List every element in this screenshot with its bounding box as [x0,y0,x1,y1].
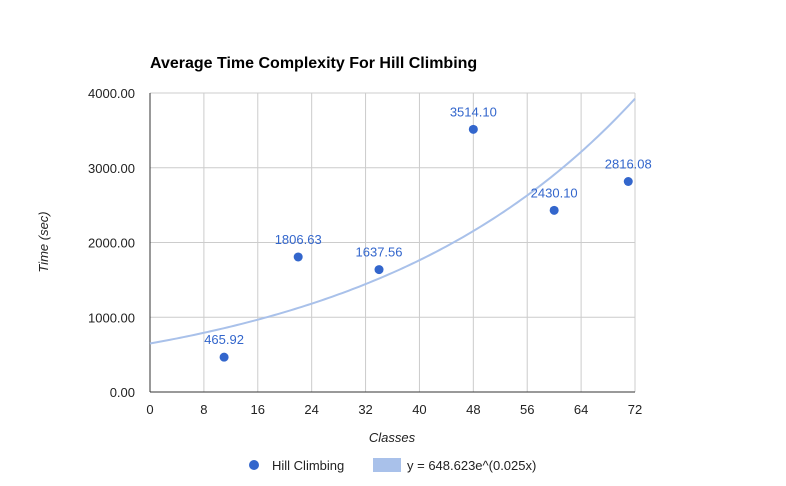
x-tick-label-1: 8 [200,402,207,417]
legend-label-hill-climbing[interactable]: Hill Climbing [272,458,344,473]
x-tick-label-0: 0 [146,402,153,417]
y-tick-label-3: 3000.00 [88,161,135,176]
data-label-1: 1806.63 [275,232,322,247]
tick-labels: 0 8 16 24 32 40 48 56 64 72 0.00 1000.00 2000.00 3000… [88,86,642,417]
trendline-layer [149,98,636,345]
legend-marker-trendline [373,458,401,472]
data-label-4: 2430.10 [531,185,578,200]
x-tick-label-2: 16 [251,402,265,417]
x-tick-label-7: 56 [520,402,534,417]
data-points [219,124,633,362]
data-point-1[interactable] [293,252,303,262]
data-point-4[interactable] [549,205,559,215]
x-tick-label-5: 40 [412,402,426,417]
data-labels: 465.92 1806.63 1637.56 3514.10 2430.10 2816.0… [204,104,652,347]
grid-lines [150,92,636,392]
y-tick-label-4: 4000.00 [88,86,135,101]
data-label-0: 465.92 [204,332,244,347]
data-point-0[interactable] [219,352,229,362]
data-label-5: 2816.08 [605,156,652,171]
legend-marker-hill-climbing [249,460,259,470]
y-tick-label-0: 0.00 [110,385,135,400]
data-point-2[interactable] [374,265,384,275]
legend-label-trendline[interactable]: y = 648.623e^(0.025x) [407,458,536,473]
x-tick-label-3: 24 [304,402,318,417]
y-tick-label-2: 2000.00 [88,236,135,251]
y-axis-title: Time (sec) [36,211,51,272]
data-label-2: 1637.56 [356,245,403,260]
trendline [149,98,636,345]
data-point-5[interactable] [623,176,633,186]
data-label-3: 3514.10 [450,104,497,119]
chart-title: Average Time Complexity For Hill Climbin… [150,55,477,72]
x-tick-label-6: 48 [466,402,480,417]
y-tick-label-1: 1000.00 [88,310,135,325]
x-tick-label-4: 32 [358,402,372,417]
legend: Hill Climbing y = 648.623e^(0.025x) [249,458,536,473]
x-tick-label-9: 72 [628,402,642,417]
x-axis-title: Classes [369,430,416,445]
data-point-3[interactable] [468,124,478,134]
axes [149,93,635,393]
x-tick-label-8: 64 [574,402,588,417]
